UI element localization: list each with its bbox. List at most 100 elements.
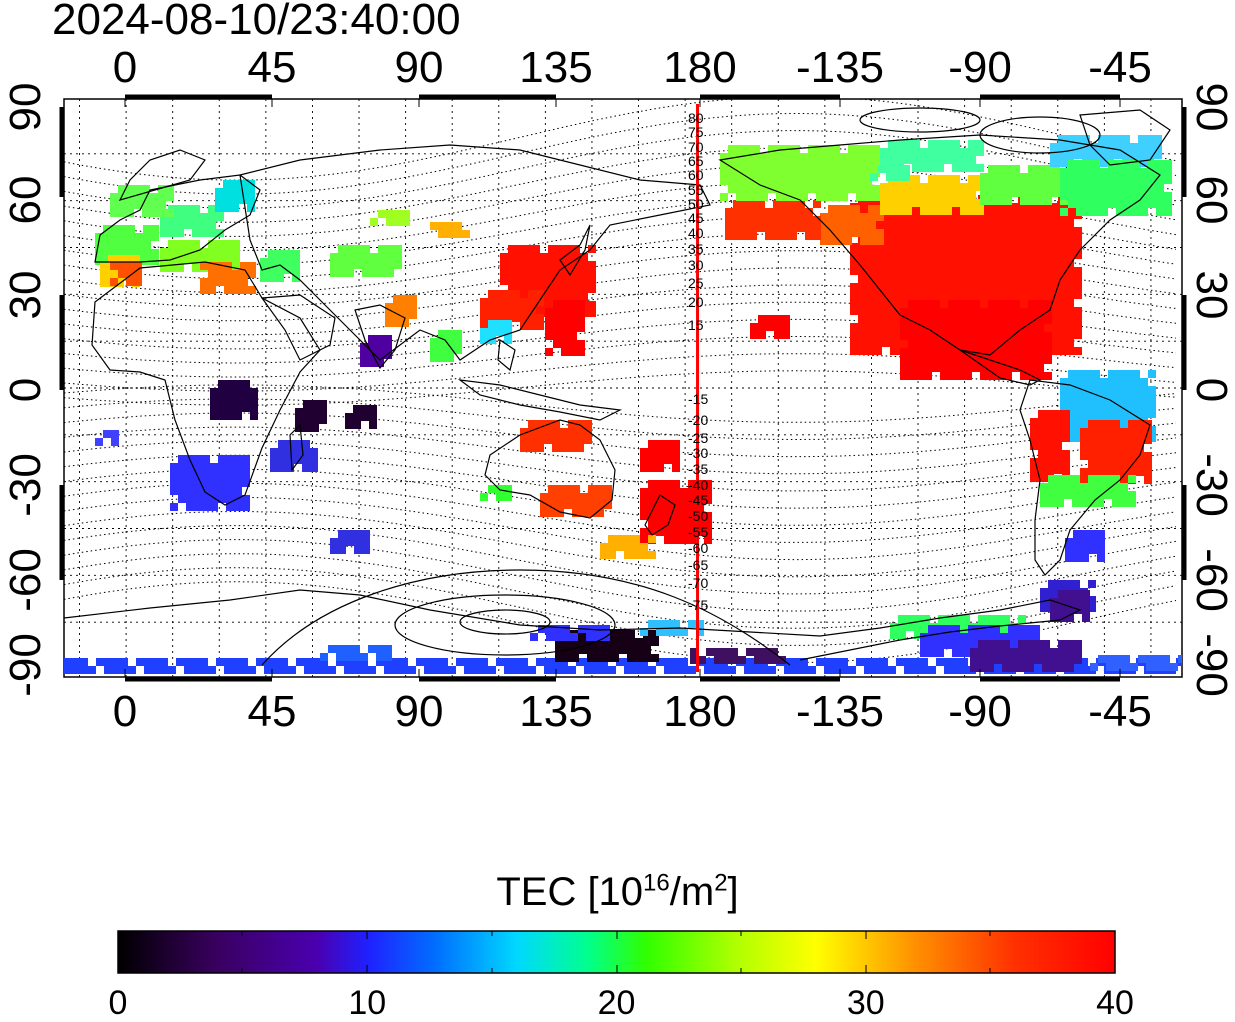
contour-label: -75 <box>688 597 708 613</box>
tec-patch <box>640 480 712 544</box>
left-latitude-label: 90 <box>1 82 50 132</box>
coastlines <box>64 109 1171 661</box>
tec-patch <box>95 225 159 265</box>
colorbar-label: 30 <box>846 984 885 1022</box>
tec-patch <box>430 222 470 238</box>
mlat-contour <box>64 567 1177 646</box>
contour-label: -65 <box>688 557 708 573</box>
tec-patch <box>295 400 327 432</box>
top-longitude-label: 180 <box>663 43 737 92</box>
left-latitude-label: 60 <box>1 175 50 225</box>
contour-label: 60 <box>688 167 704 183</box>
bottom-longitude-label: -45 <box>1088 687 1152 736</box>
axis-ticks <box>59 94 1187 682</box>
mlat-contour <box>64 318 1177 364</box>
tec-patch <box>540 485 612 517</box>
tec-patch <box>170 455 250 511</box>
top-longitude-label: 90 <box>394 43 444 92</box>
right-latitude-label: -30 <box>1187 453 1235 517</box>
contour-label: 45 <box>688 210 704 226</box>
tec-patch <box>640 620 704 636</box>
bottom-longitude-label: 45 <box>247 687 297 736</box>
contour-label: 20 <box>688 294 704 310</box>
tec-patch <box>720 145 880 201</box>
right-latitude-label: -90 <box>1187 633 1235 697</box>
tec-patch <box>210 380 258 420</box>
mlat-contour <box>64 301 1177 350</box>
contour-label: -60 <box>688 540 708 556</box>
tec-patch <box>1065 530 1105 562</box>
colorbar-label: 20 <box>597 984 636 1022</box>
mlat-contour <box>64 130 1177 209</box>
top-longitude-label: -45 <box>1088 43 1152 92</box>
tec-patch <box>370 210 410 226</box>
tec-patch <box>95 430 119 446</box>
contour-label: -40 <box>688 477 708 493</box>
colorbar-label: 10 <box>348 984 387 1022</box>
contour-label: -55 <box>688 524 708 540</box>
contour-label: -20 <box>688 412 708 428</box>
tec-patch <box>480 485 512 501</box>
left-latitude-label: -90 <box>1 633 50 697</box>
tec-patch <box>725 200 821 240</box>
tec-patch <box>880 140 984 172</box>
tec-patch <box>820 205 884 245</box>
contour-label: 55 <box>688 182 704 198</box>
tec-patch <box>110 185 174 217</box>
top-longitude-label: 135 <box>519 43 593 92</box>
tec-patch <box>690 648 786 664</box>
mlat-contour <box>64 496 1177 561</box>
contour-label: 25 <box>688 275 704 291</box>
tec-patch <box>900 300 1052 380</box>
left-latitude-label: -30 <box>1 453 50 517</box>
mlat-contour <box>64 336 1177 378</box>
tec-patch <box>110 262 142 286</box>
top-longitude-label: -90 <box>948 43 1012 92</box>
mlat-contour <box>64 426 1177 475</box>
bottom-longitude-label: 135 <box>519 687 593 736</box>
right-latitude-label: -60 <box>1187 548 1235 612</box>
left-latitude-label: -60 <box>1 548 50 612</box>
tec-patch <box>430 330 462 362</box>
contour-label: -50 <box>688 508 708 524</box>
contour-label: -25 <box>688 430 708 446</box>
tec-patch <box>545 300 585 356</box>
timestamp-title: 2024-08-10/23:40:00 <box>52 0 461 44</box>
bottom-longitude-label: 0 <box>112 687 138 736</box>
tec-patch <box>320 645 392 661</box>
top-longitude-label: 45 <box>247 43 297 92</box>
colorbar-ticks <box>241 931 991 973</box>
mlat-contour <box>64 250 1177 308</box>
contour-label: -15 <box>688 391 708 407</box>
contour-label: 35 <box>688 241 704 257</box>
tec-patch <box>970 640 1082 672</box>
tec-patch <box>215 180 255 212</box>
contour-label: 15 <box>688 317 704 333</box>
bottom-longitude-label: 180 <box>663 687 737 736</box>
tec-patch <box>880 175 984 215</box>
left-latitude-label: 0 <box>1 377 50 403</box>
tec-patch <box>330 530 370 554</box>
right-latitude-label: 60 <box>1187 175 1235 225</box>
contour-label: 40 <box>688 225 704 241</box>
right-latitude-label: 30 <box>1187 270 1235 320</box>
contour-label: 65 <box>688 153 704 169</box>
right-latitude-label: 0 <box>1187 377 1235 403</box>
tec-patch <box>345 405 377 429</box>
right-latitude-label: 90 <box>1187 82 1235 132</box>
left-latitude-label: 30 <box>1 270 50 320</box>
tec-patch <box>330 245 402 277</box>
contour-label: 50 <box>688 196 704 212</box>
mlat-contour <box>64 267 1177 322</box>
contour-label: -45 <box>688 492 708 508</box>
contour-label: -70 <box>688 575 708 591</box>
colorbar-label: 40 <box>1096 984 1134 1022</box>
top-longitude-label: -135 <box>795 43 885 92</box>
auroral-contours <box>261 107 1101 666</box>
tec-patch <box>480 320 512 344</box>
top-longitude-label: 0 <box>112 43 138 92</box>
contour-label: 30 <box>688 257 704 273</box>
tec-patch <box>1050 590 1090 622</box>
